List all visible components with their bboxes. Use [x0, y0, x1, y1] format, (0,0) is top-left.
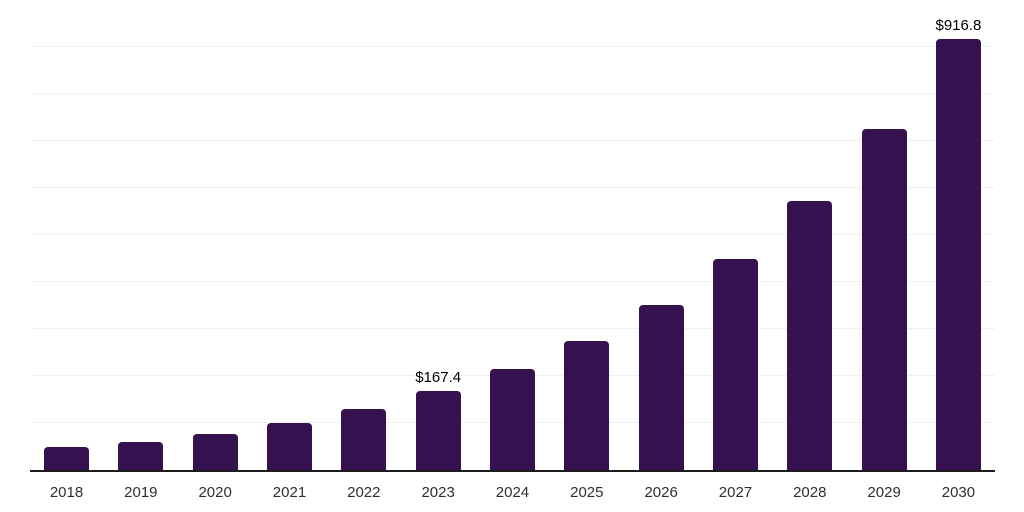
x-axis-label-2025: 2025 — [570, 484, 604, 501]
bar-group-2026 — [638, 0, 684, 470]
bar-2024 — [489, 369, 535, 470]
gridline-500 — [30, 234, 995, 235]
bar-2029 — [861, 129, 907, 470]
gridline-600 — [30, 187, 995, 188]
plot-area: $167.4 $916.8 — [30, 0, 995, 472]
bar-group-2020 — [192, 0, 238, 470]
bar-group-2027 — [712, 0, 758, 470]
bar-2027 — [712, 258, 758, 470]
bar-2026 — [638, 304, 684, 470]
bar-group-2025 — [564, 0, 610, 470]
bar-2022 — [341, 408, 387, 470]
gridline-700 — [30, 140, 995, 141]
bar-2019 — [118, 441, 164, 470]
bar-2023 — [415, 391, 461, 470]
bars-row: $167.4 $916.8 — [30, 0, 995, 470]
bar-value-label-2023: $167.4 — [415, 369, 462, 387]
bar-group-2028 — [787, 0, 833, 470]
x-axis-label-2020: 2020 — [198, 484, 232, 501]
gridline-800 — [30, 93, 995, 94]
x-axis-label-2021: 2021 — [272, 484, 307, 501]
x-axis-label-2026: 2026 — [644, 484, 678, 501]
bar-group-2023: $167.4 — [415, 0, 462, 470]
gridline-300 — [30, 328, 995, 329]
x-axis-line — [30, 470, 995, 472]
x-axis-label-2023: 2023 — [421, 484, 455, 501]
bar-2018 — [44, 446, 89, 470]
bar-2028 — [787, 200, 833, 470]
bar-value-label-2030: $916.8 — [935, 17, 982, 35]
bar-group-2024 — [489, 0, 535, 470]
bar-group-2019 — [118, 0, 164, 470]
x-axis-labels: 2018 2019 2020 2021 2022 2023 2024 2025 2026 2027… — [30, 472, 995, 501]
bar-2020 — [192, 433, 238, 470]
x-axis-label-2030: 2030 — [941, 484, 976, 501]
gridline-900 — [30, 46, 995, 47]
x-axis-label-2022: 2022 — [347, 484, 381, 501]
x-axis-label-2018: 2018 — [49, 484, 84, 501]
x-axis-label-2024: 2024 — [495, 484, 530, 501]
bar-group-2022 — [341, 0, 387, 470]
bar-group-2030: $916.8 — [936, 0, 981, 470]
x-axis-label-2028: 2028 — [793, 484, 827, 501]
bar-2030 — [935, 39, 981, 470]
gridline-400 — [30, 281, 995, 282]
x-axis-label-2027: 2027 — [718, 484, 753, 501]
bar-2021 — [266, 423, 312, 470]
x-axis-label-2029: 2029 — [867, 484, 901, 501]
bar-group-2018 — [44, 0, 89, 470]
bar-group-2029 — [861, 0, 907, 470]
bar-2025 — [564, 341, 610, 470]
x-axis-label-2019: 2019 — [124, 484, 158, 501]
bar-group-2021 — [266, 0, 312, 470]
